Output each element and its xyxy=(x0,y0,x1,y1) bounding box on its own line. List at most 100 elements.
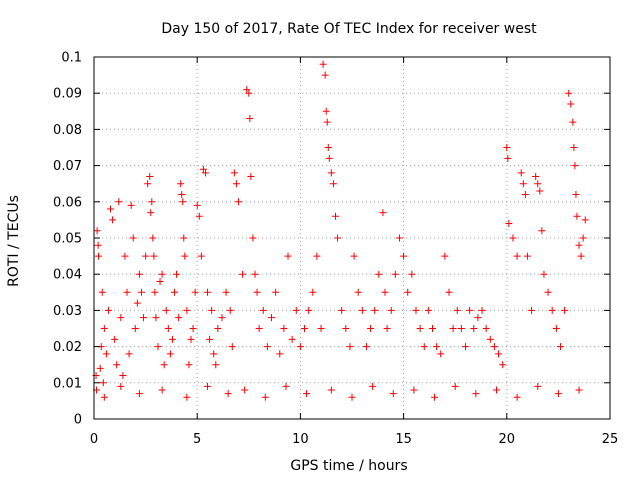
data-point xyxy=(472,390,480,398)
data-point xyxy=(158,386,166,394)
data-point xyxy=(255,325,263,332)
data-point xyxy=(572,191,580,199)
data-point xyxy=(249,234,257,242)
data-point xyxy=(505,220,513,228)
data-point xyxy=(338,306,346,314)
data-point xyxy=(133,299,141,307)
data-point xyxy=(232,180,240,188)
data-point xyxy=(121,252,129,260)
data-point xyxy=(292,306,300,314)
data-point xyxy=(534,382,542,390)
data-point xyxy=(272,288,280,296)
x-axis-label: GPS time / hours xyxy=(290,458,407,474)
data-point xyxy=(204,382,212,390)
data-point xyxy=(570,144,578,151)
data-point xyxy=(164,325,172,332)
data-point xyxy=(389,390,397,398)
data-point xyxy=(144,180,152,188)
data-point xyxy=(127,201,135,209)
data-point xyxy=(575,241,583,249)
data-point xyxy=(556,343,564,351)
x-tick-labels: 0 5 10 15 20 25 xyxy=(90,432,618,447)
data-point xyxy=(148,198,156,206)
y-tick-label: 0.08 xyxy=(53,123,82,138)
data-point xyxy=(125,350,133,358)
chart-title: Day 150 of 2017, Rate Of TEC Index for r… xyxy=(161,21,537,37)
data-point xyxy=(183,393,191,401)
data-point xyxy=(513,393,521,401)
data-point xyxy=(222,288,230,296)
data-point xyxy=(109,216,117,224)
data-point xyxy=(445,288,453,296)
data-point xyxy=(437,350,445,358)
data-point xyxy=(234,198,242,206)
data-point xyxy=(187,335,195,343)
data-point xyxy=(135,270,143,278)
data-point xyxy=(180,234,188,242)
data-point xyxy=(175,314,183,322)
data-point xyxy=(111,335,119,343)
y-tick-label: 0.06 xyxy=(53,195,82,210)
data-point xyxy=(94,241,102,249)
data-point xyxy=(261,393,269,401)
data-point xyxy=(567,100,575,108)
grid-lines xyxy=(94,57,610,419)
axis-ticks xyxy=(93,56,611,420)
data-point xyxy=(241,386,249,394)
data-point xyxy=(424,306,432,314)
data-point xyxy=(95,252,103,260)
data-point xyxy=(137,288,145,296)
data-point xyxy=(226,306,234,314)
data-point xyxy=(170,288,178,296)
data-point xyxy=(259,306,267,314)
data-point xyxy=(369,382,377,390)
data-point xyxy=(123,288,131,296)
data-point xyxy=(151,288,159,296)
data-point xyxy=(251,270,259,278)
data-point xyxy=(416,325,424,332)
data-point xyxy=(177,180,185,188)
data-point xyxy=(451,382,459,390)
data-point xyxy=(100,325,108,332)
data-point xyxy=(466,306,474,314)
data-point xyxy=(131,325,139,332)
data-point xyxy=(381,288,389,296)
x-tick-label: 0 xyxy=(90,432,98,447)
data-points xyxy=(92,60,589,401)
data-point xyxy=(96,364,104,372)
data-point xyxy=(183,306,191,314)
data-point xyxy=(348,393,356,401)
data-point xyxy=(117,314,125,322)
data-point xyxy=(346,343,354,351)
data-point xyxy=(486,335,494,343)
data-point xyxy=(102,350,110,358)
data-point xyxy=(519,180,527,188)
data-point xyxy=(573,212,581,220)
x-tick-label: 20 xyxy=(499,432,516,447)
data-point xyxy=(199,165,207,173)
data-point xyxy=(93,227,101,235)
data-point xyxy=(554,390,562,398)
data-point xyxy=(189,325,197,332)
data-point xyxy=(324,144,332,151)
data-point xyxy=(327,169,335,177)
data-point xyxy=(158,270,166,278)
data-point xyxy=(358,306,366,314)
data-point xyxy=(247,172,255,180)
data-point xyxy=(185,361,193,369)
data-point xyxy=(288,335,296,343)
data-point xyxy=(129,234,137,242)
data-point xyxy=(327,386,335,394)
data-point xyxy=(534,180,542,188)
data-point xyxy=(362,343,370,351)
data-point xyxy=(268,314,276,322)
data-point xyxy=(146,172,154,180)
data-point xyxy=(569,118,577,126)
y-tick-label: 0.1 xyxy=(61,51,82,66)
data-point xyxy=(577,252,585,260)
data-point xyxy=(540,270,548,278)
data-point xyxy=(107,205,115,213)
y-tick-label: 0.09 xyxy=(53,87,82,102)
data-point xyxy=(166,350,174,358)
